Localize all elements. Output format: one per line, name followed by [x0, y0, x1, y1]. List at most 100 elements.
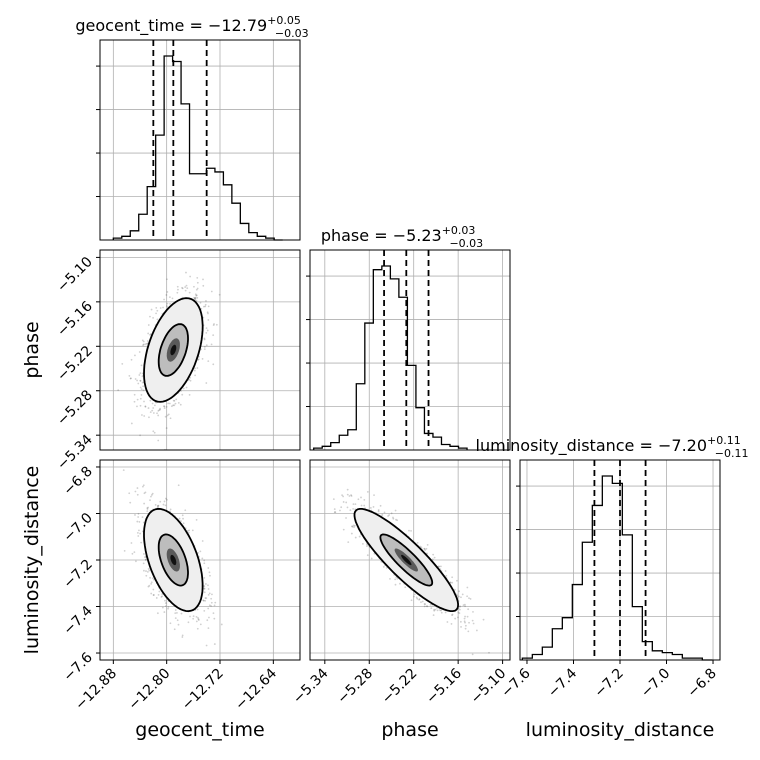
- sample-point: [385, 566, 388, 569]
- sample-point: [192, 617, 195, 620]
- sample-point: [205, 331, 208, 334]
- sample-point: [413, 593, 416, 596]
- sample-point: [187, 531, 190, 534]
- sample-point: [381, 513, 384, 516]
- sample-point: [161, 606, 164, 609]
- sample-point: [134, 490, 137, 493]
- sample-point: [129, 377, 132, 380]
- sample-point: [332, 498, 335, 501]
- sample-point: [146, 342, 148, 345]
- sample-point: [352, 503, 355, 506]
- sample-point: [166, 278, 168, 281]
- sample-point: [177, 484, 180, 487]
- sample-point: [202, 599, 205, 602]
- sample-point: [207, 627, 210, 630]
- sample-point: [129, 501, 132, 504]
- sample-point: [205, 299, 207, 302]
- histogram-phase: [313, 265, 468, 450]
- axes-frame: [309, 459, 511, 661]
- sample-point: [203, 562, 206, 565]
- sample-point: [150, 581, 153, 584]
- sample-point: [373, 494, 375, 497]
- sample-point: [156, 309, 159, 312]
- sample-point: [165, 305, 168, 307]
- sample-point: [194, 298, 196, 300]
- sample-point: [467, 608, 470, 611]
- sample-point: [213, 617, 216, 620]
- sample-point: [161, 595, 163, 598]
- sample-point: [147, 585, 150, 588]
- sample-point: [207, 588, 210, 590]
- sample-point: [188, 393, 191, 396]
- sample-point: [146, 510, 149, 513]
- y-tick-label: −5.10: [54, 254, 96, 296]
- sample-point: [139, 397, 142, 400]
- sample-point: [202, 284, 205, 287]
- sample-point: [202, 278, 204, 281]
- sample-point: [457, 611, 460, 614]
- sample-point: [207, 360, 210, 363]
- sample-point: [208, 571, 211, 574]
- sample-point: [166, 414, 169, 417]
- sample-point: [206, 311, 209, 314]
- sample-point: [469, 598, 472, 600]
- sample-point: [157, 414, 160, 417]
- sample-point: [176, 619, 179, 622]
- sample-point: [180, 520, 182, 522]
- sample-point: [163, 500, 166, 503]
- sample-point: [170, 405, 173, 408]
- sample-point: [195, 294, 198, 297]
- sample-point: [202, 599, 205, 602]
- x-axis-label-phase: phase: [381, 719, 438, 741]
- sample-point: [121, 362, 124, 365]
- sample-point: [152, 594, 155, 596]
- sample-point: [372, 506, 375, 508]
- sample-point: [151, 409, 154, 412]
- sample-point: [189, 275, 192, 278]
- sample-point: [147, 324, 150, 326]
- sample-point: [149, 315, 151, 318]
- density-peak: [170, 554, 177, 566]
- sample-point: [423, 603, 426, 605]
- x-tick-label: −5.28: [334, 666, 376, 708]
- sample-point: [436, 607, 438, 609]
- sample-point: [350, 532, 353, 535]
- sample-point: [395, 518, 397, 521]
- sample-point: [208, 592, 211, 595]
- sample-point: [429, 604, 432, 606]
- sample-point: [151, 402, 154, 405]
- sample-point: [128, 492, 131, 495]
- sample-point: [360, 504, 363, 507]
- sample-point: [210, 343, 213, 346]
- sample-point: [139, 379, 142, 382]
- contour-line-86: [143, 297, 204, 403]
- sample-point: [415, 596, 418, 599]
- sample-point: [150, 308, 153, 311]
- sample-point: [200, 307, 203, 310]
- y-tick-label: −7.6: [60, 649, 95, 684]
- x-tick-label: −12.80: [126, 666, 174, 714]
- sample-point: [203, 587, 205, 590]
- contour-line-39: [157, 323, 189, 377]
- sample-point: [209, 574, 211, 577]
- x-axis-label-geocent_time: geocent_time: [135, 719, 264, 741]
- sample-point: [396, 577, 399, 580]
- sample-point: [144, 491, 147, 494]
- sample-point: [156, 318, 159, 321]
- sample-point: [184, 289, 187, 292]
- sample-point: [342, 501, 345, 503]
- panel-content: [122, 469, 223, 647]
- sample-point: [333, 508, 336, 511]
- sample-point: [157, 505, 159, 508]
- sample-point: [173, 628, 176, 631]
- sample-point: [464, 621, 466, 624]
- sample-point: [208, 604, 211, 607]
- axes-frame: [309, 249, 511, 451]
- sample-point: [142, 521, 145, 524]
- panel-geocent_time-vs-luminosity_distance: [99, 459, 301, 661]
- panel-content: [117, 271, 221, 450]
- sample-point: [160, 596, 163, 598]
- x-tick-label: −7.2: [591, 666, 626, 701]
- sample-point: [144, 559, 147, 561]
